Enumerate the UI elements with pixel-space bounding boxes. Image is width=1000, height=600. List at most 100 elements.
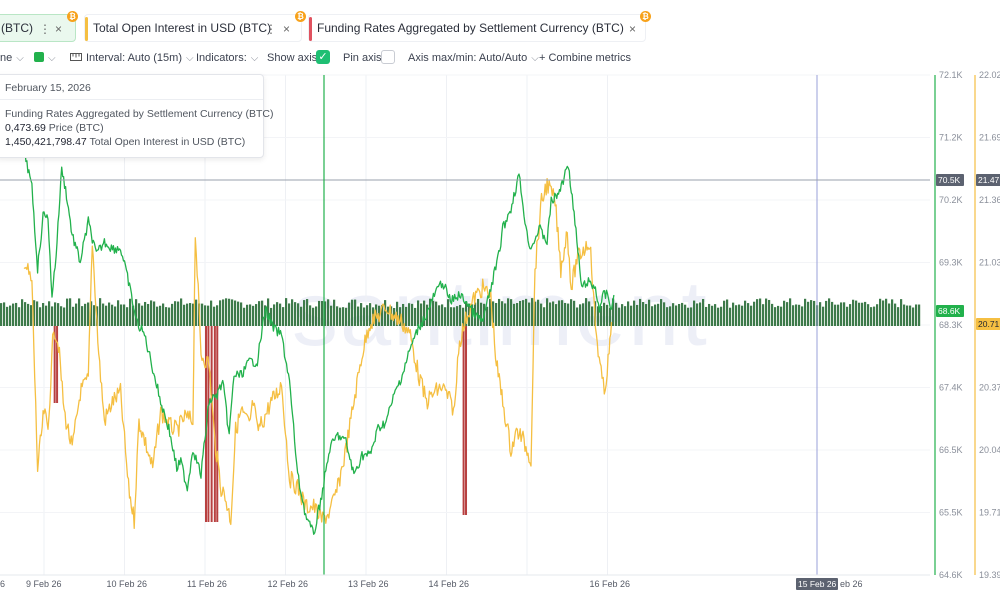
funding-bar-positive — [84, 303, 87, 326]
funding-bar-positive — [171, 303, 174, 326]
chart-style-dropdown[interactable]: ne ⌵ — [0, 52, 24, 64]
chevron-down-icon: ⌵ — [250, 53, 259, 64]
funding-bar-positive — [294, 302, 297, 326]
indicators-dropdown[interactable]: Indicators: ⌵ — [196, 52, 259, 64]
funding-bar-positive — [285, 298, 288, 326]
metric-close-icon[interactable]: × — [283, 22, 291, 36]
funding-bar-positive — [81, 306, 84, 326]
funding-bar-positive — [780, 306, 783, 326]
axis-minmax-dropdown[interactable]: Axis max/min: Auto/Auto ⌵ — [408, 52, 539, 64]
interval-dropdown[interactable]: Interval: Auto (15m) ⌵ — [70, 51, 194, 66]
funding-bar-positive — [450, 307, 453, 326]
funding-bar-positive — [252, 305, 255, 326]
funding-bar-positive — [801, 306, 804, 326]
show-axis-checkbox[interactable]: ✓ — [316, 50, 330, 64]
funding-bar-positive — [219, 300, 222, 326]
funding-bar-positive — [789, 298, 792, 326]
funding-bar-positive — [660, 299, 663, 326]
funding-bar-positive — [879, 298, 882, 326]
tooltip-date: February 15, 2026 — [5, 82, 91, 94]
funding-bar-positive — [651, 306, 654, 326]
funding-bar-positive — [915, 304, 918, 326]
funding-bar-positive — [435, 301, 438, 326]
left-axis-tick: 72.1K — [939, 70, 963, 80]
funding-bar-positive — [645, 304, 648, 326]
metric-chip-funding-rates[interactable]: Funding Rates Aggregated by Settlement C… — [308, 11, 651, 42]
funding-bar-negative — [462, 326, 465, 515]
metric-close-icon[interactable]: × — [629, 22, 637, 36]
right-axis-tick: 22.02 — [979, 70, 1000, 80]
funding-bar-positive — [456, 306, 459, 326]
metric-chip-open-interest[interactable]: Total Open Interest in USD (BTC) ⋮ × ₿ — [84, 11, 306, 42]
left-axis-tick: 65.5K — [939, 508, 963, 518]
color-picker-dropdown[interactable]: ⌵ — [34, 51, 56, 66]
funding-bar-positive — [321, 301, 324, 326]
tooltip-row-funding: Funding Rates Aggregated by Settlement C… — [5, 108, 274, 120]
funding-bar-positive — [87, 302, 90, 326]
funding-bar-positive — [735, 305, 738, 326]
funding-bar-positive — [837, 304, 840, 326]
funding-bar-positive — [903, 304, 906, 326]
funding-bar-positive — [555, 304, 558, 326]
funding-bar-positive — [189, 303, 192, 326]
bitcoin-icon: ₿ — [67, 11, 78, 22]
funding-bar-positive — [168, 307, 171, 326]
x-axis-date-label: 16 Feb 26 — [590, 579, 631, 589]
funding-bar-positive — [384, 300, 387, 326]
funding-bar-positive — [210, 300, 213, 326]
funding-bar-positive — [573, 300, 576, 326]
funding-bar-positive — [297, 303, 300, 326]
funding-bar-positive — [411, 303, 414, 326]
funding-bar-positive — [609, 307, 612, 326]
funding-bar-positive — [750, 305, 753, 326]
funding-bar-positive — [759, 298, 762, 326]
funding-bar-positive — [357, 306, 360, 326]
funding-bar-positive — [9, 305, 12, 326]
funding-bar-positive — [528, 302, 531, 326]
chevron-down-icon: ⌵ — [186, 53, 194, 64]
funding-bar-positive — [162, 303, 165, 326]
funding-bar-positive — [204, 305, 207, 326]
funding-bar-positive — [315, 306, 318, 326]
funding-bar-positive — [690, 307, 693, 326]
funding-bar-positive — [846, 306, 849, 326]
funding-bar-positive — [648, 299, 651, 326]
funding-bar-positive — [72, 306, 75, 326]
funding-bar-positive — [354, 299, 357, 326]
funding-bar-positive — [216, 305, 219, 326]
funding-bar-positive — [918, 304, 921, 326]
funding-bar-positive — [516, 303, 519, 326]
funding-bar-positive — [186, 303, 189, 326]
funding-bar-positive — [447, 299, 450, 326]
funding-bar-positive — [108, 302, 111, 326]
funding-bar-positive — [558, 300, 561, 326]
funding-bar-positive — [771, 303, 774, 326]
metric-close-icon[interactable]: × — [55, 22, 63, 36]
funding-bar-positive — [525, 298, 528, 326]
funding-bar-positive — [366, 305, 369, 326]
funding-bar-positive — [738, 304, 741, 326]
funding-bar-positive — [48, 301, 51, 326]
funding-bar-positive — [741, 305, 744, 326]
price-last-pill: 68.6K — [938, 306, 961, 316]
funding-bar-positive — [570, 299, 573, 326]
left-axis-tick: 67.4K — [939, 383, 963, 393]
price-current-pill: 70.5K — [938, 175, 961, 185]
right-axis-tick: 21.36 — [979, 195, 1000, 205]
tooltip-divider — [0, 99, 263, 100]
oi-last-pill-bg — [976, 318, 1000, 330]
metric-chip-price[interactable]: (BTC) ⋮ × ₿ — [0, 11, 78, 42]
funding-bar-positive — [867, 304, 870, 326]
combine-metrics-button[interactable]: + Combine metrics — [539, 52, 632, 64]
funding-bar-positive — [141, 305, 144, 326]
funding-bar-positive — [843, 302, 846, 326]
funding-bar-positive — [69, 298, 72, 326]
funding-bar-positive — [540, 303, 543, 326]
chevron-down-icon: ⌵ — [16, 53, 24, 64]
metric-menu-icon[interactable]: ⋮ — [265, 22, 277, 36]
pin-axis-checkbox[interactable] — [381, 50, 395, 64]
funding-bar-positive — [336, 306, 339, 326]
funding-bar-positive — [684, 304, 687, 326]
metric-menu-icon[interactable]: ⋮ — [39, 22, 51, 36]
